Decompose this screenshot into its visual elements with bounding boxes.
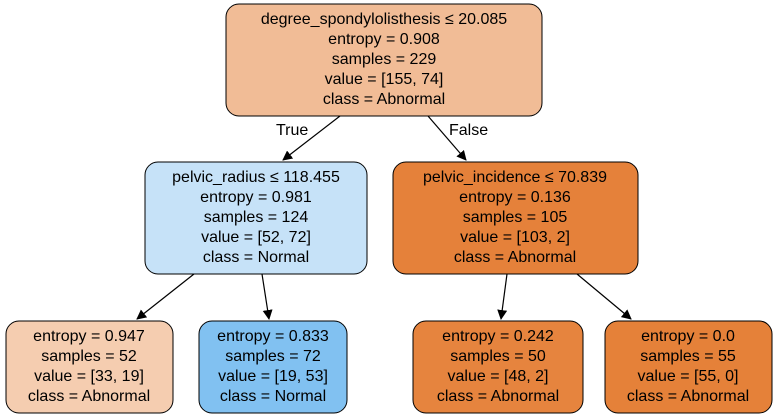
node-line-samples: samples = 50	[450, 348, 546, 365]
node-line-entropy: entropy = 0.136	[459, 189, 571, 206]
node-line-entropy: entropy = 0.833	[217, 328, 329, 345]
tree-node-root: degree_spondylolisthesis ≤ 20.085 entrop…	[225, 3, 543, 117]
node-line-samples: samples = 72	[225, 348, 321, 365]
node-line-class: class = Abnormal	[323, 91, 445, 108]
node-line-entropy: entropy = 0.242	[442, 328, 554, 345]
node-line-samples: samples = 105	[463, 209, 568, 226]
node-line-class: class = Abnormal	[627, 388, 749, 405]
node-line-class: class = Abnormal	[454, 249, 576, 266]
node-line-samples: samples = 124	[204, 209, 309, 226]
node-line-split: degree_spondylolisthesis ≤ 20.085	[261, 11, 507, 28]
node-line-value: value = [155, 74]	[325, 71, 444, 88]
node-box	[412, 320, 584, 414]
node-box	[392, 161, 639, 275]
node-line-split: pelvic_incidence ≤ 70.839	[423, 169, 607, 186]
node-line-value: value = [52, 72]	[201, 229, 311, 246]
node-line-samples: samples = 55	[640, 348, 736, 365]
edge-label-true: True	[276, 122, 308, 139]
node-box	[144, 161, 368, 275]
node-line-samples: samples = 52	[41, 348, 137, 365]
edge-root-left	[282, 115, 341, 161]
tree-leaf-ll: entropy = 0.947 samples = 52 value = [33…	[5, 320, 174, 414]
tree-leaf-rr: entropy = 0.0 samples = 55 value = [55, …	[604, 320, 773, 414]
node-line-value: value = [48, 2]	[448, 368, 549, 385]
node-line-entropy: entropy = 0.981	[200, 189, 312, 206]
tree-leaf-rl: entropy = 0.242 samples = 50 value = [48…	[412, 320, 584, 414]
node-box	[604, 320, 773, 414]
tree-edges	[136, 115, 632, 320]
edge-left-lr	[261, 273, 273, 320]
edge-right-rr	[576, 273, 632, 320]
tree-leaf-lr: entropy = 0.833 samples = 72 value = [19…	[198, 320, 348, 414]
node-line-value: value = [19, 53]	[218, 368, 328, 385]
node-line-class: class = Normal	[220, 388, 326, 405]
node-line-samples: samples = 229	[332, 51, 437, 68]
edge-root-right	[427, 115, 467, 161]
node-box	[225, 3, 543, 117]
node-line-class: class = Normal	[203, 249, 309, 266]
node-box	[198, 320, 348, 414]
node-line-entropy: entropy = 0.908	[328, 31, 440, 48]
node-line-class: class = Abnormal	[437, 388, 559, 405]
node-line-class: class = Abnormal	[28, 388, 150, 405]
tree-node-left: pelvic_radius ≤ 118.455 entropy = 0.981 …	[144, 161, 368, 275]
edge-label-false: False	[449, 122, 488, 139]
node-line-value: value = [103, 2]	[460, 229, 570, 246]
tree-node-right: pelvic_incidence ≤ 70.839 entropy = 0.13…	[392, 161, 639, 275]
node-line-split: pelvic_radius ≤ 118.455	[172, 169, 340, 186]
edge-right-rl	[497, 273, 508, 320]
node-line-value: value = [55, 0]	[638, 368, 739, 385]
node-box	[5, 320, 174, 414]
node-line-entropy: entropy = 0.0	[641, 328, 735, 345]
node-line-value: value = [33, 19]	[34, 368, 144, 385]
edge-left-ll	[136, 273, 195, 320]
node-line-entropy: entropy = 0.947	[33, 328, 145, 345]
